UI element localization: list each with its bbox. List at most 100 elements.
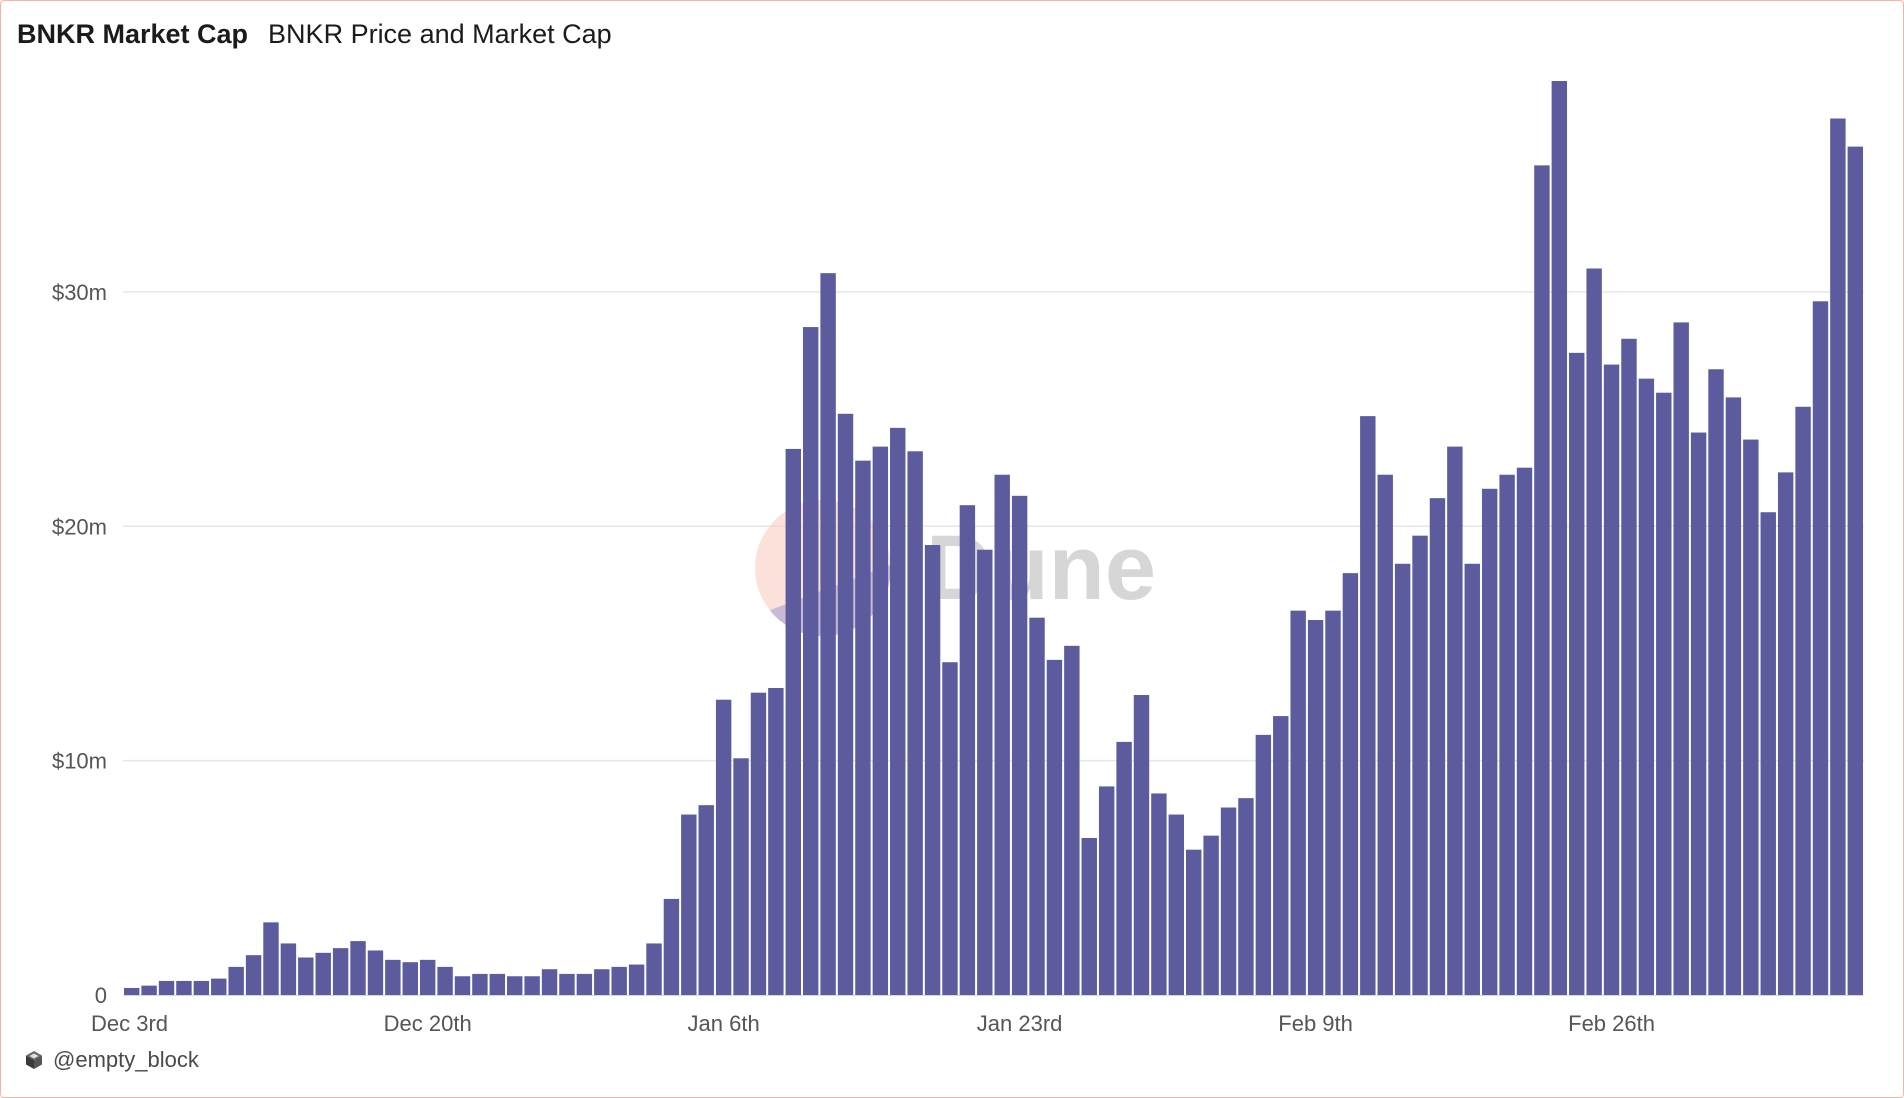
bar[interactable] xyxy=(750,692,767,995)
bar[interactable] xyxy=(646,943,662,995)
bar[interactable] xyxy=(820,273,836,995)
bar[interactable] xyxy=(1638,378,1655,995)
bar[interactable] xyxy=(402,962,418,995)
bar[interactable] xyxy=(367,950,384,995)
bar[interactable] xyxy=(890,427,906,996)
bar[interactable] xyxy=(1046,659,1063,995)
bar[interactable] xyxy=(1464,563,1480,995)
bar[interactable] xyxy=(1168,814,1185,995)
bar[interactable] xyxy=(1795,406,1811,995)
bar[interactable] xyxy=(628,964,645,995)
bar[interactable] xyxy=(802,327,819,996)
bar[interactable] xyxy=(1064,645,1080,995)
bar[interactable] xyxy=(158,980,175,995)
bar[interactable] xyxy=(663,898,680,995)
bar[interactable] xyxy=(1569,352,1585,995)
bar[interactable] xyxy=(385,959,401,995)
bar[interactable] xyxy=(124,987,140,995)
bar[interactable] xyxy=(1255,734,1272,995)
bar[interactable] xyxy=(245,955,262,995)
bar[interactable] xyxy=(315,952,331,995)
bar[interactable] xyxy=(176,980,192,995)
bar[interactable] xyxy=(332,948,349,995)
bar[interactable] xyxy=(1273,716,1289,995)
bar[interactable] xyxy=(1777,472,1794,995)
bar[interactable] xyxy=(437,966,453,995)
bar[interactable] xyxy=(977,549,993,995)
bar[interactable] xyxy=(1238,798,1254,995)
bar[interactable] xyxy=(1342,573,1359,995)
bar[interactable] xyxy=(1656,392,1672,995)
bar[interactable] xyxy=(924,545,941,995)
bar[interactable] xyxy=(298,957,314,996)
bar[interactable] xyxy=(1429,498,1446,995)
bar[interactable] xyxy=(193,980,210,995)
bar[interactable] xyxy=(1708,369,1724,995)
bar[interactable] xyxy=(1360,416,1376,995)
bar[interactable] xyxy=(1081,837,1097,995)
bar[interactable] xyxy=(872,446,889,996)
bar[interactable] xyxy=(559,973,575,995)
bar[interactable] xyxy=(1133,695,1150,995)
bar[interactable] xyxy=(280,943,297,995)
bar[interactable] xyxy=(141,985,157,995)
bar[interactable] xyxy=(1586,268,1602,995)
bar[interactable] xyxy=(959,505,976,995)
bar[interactable] xyxy=(1499,474,1515,996)
bar[interactable] xyxy=(211,978,227,995)
bar[interactable] xyxy=(1151,793,1167,995)
bar[interactable] xyxy=(1098,786,1115,995)
bar[interactable] xyxy=(611,966,627,995)
bar[interactable] xyxy=(541,969,558,995)
bar[interactable] xyxy=(1394,563,1411,995)
bar[interactable] xyxy=(419,959,436,995)
bar[interactable] xyxy=(1412,535,1428,995)
bar[interactable] xyxy=(1011,495,1028,995)
bar[interactable] xyxy=(1447,446,1463,996)
bar[interactable] xyxy=(681,814,697,995)
bar[interactable] xyxy=(1307,620,1324,995)
bar[interactable] xyxy=(1377,474,1393,996)
bar[interactable] xyxy=(1290,610,1306,995)
bar[interactable] xyxy=(785,448,801,995)
bar[interactable] xyxy=(994,474,1010,996)
bar[interactable] xyxy=(942,662,958,995)
bar[interactable] xyxy=(594,969,610,995)
bar[interactable] xyxy=(263,922,279,995)
bar[interactable] xyxy=(715,699,732,995)
bar[interactable] xyxy=(1551,81,1568,995)
bar[interactable] xyxy=(1743,439,1759,995)
bar[interactable] xyxy=(1220,807,1237,995)
bar[interactable] xyxy=(1325,610,1341,995)
bar[interactable] xyxy=(350,941,366,995)
bar[interactable] xyxy=(1534,165,1550,995)
bar[interactable] xyxy=(489,973,506,995)
bar[interactable] xyxy=(1603,364,1620,995)
bar[interactable] xyxy=(1621,338,1637,995)
bar[interactable] xyxy=(1203,835,1219,995)
bar[interactable] xyxy=(698,805,714,995)
bar[interactable] xyxy=(1673,322,1689,995)
bar[interactable] xyxy=(1812,301,1829,995)
bar[interactable] xyxy=(1186,849,1202,995)
bar[interactable] xyxy=(1830,118,1846,996)
bar[interactable] xyxy=(733,758,749,995)
bar[interactable] xyxy=(1760,512,1776,995)
bar[interactable] xyxy=(1116,741,1132,995)
bar[interactable] xyxy=(228,966,244,995)
bar[interactable] xyxy=(472,973,488,995)
bar[interactable] xyxy=(454,976,471,995)
bar[interactable] xyxy=(1690,432,1707,995)
bar[interactable] xyxy=(837,413,854,995)
bar[interactable] xyxy=(576,973,593,995)
bar[interactable] xyxy=(507,976,523,995)
bar[interactable] xyxy=(1516,467,1533,995)
bar[interactable] xyxy=(768,687,784,995)
bar[interactable] xyxy=(907,451,923,995)
bar[interactable] xyxy=(1847,146,1863,995)
bar[interactable] xyxy=(524,976,540,995)
bar[interactable] xyxy=(1029,617,1045,995)
bar[interactable] xyxy=(855,460,871,995)
bar[interactable] xyxy=(1481,488,1498,995)
bar[interactable] xyxy=(1725,397,1742,995)
